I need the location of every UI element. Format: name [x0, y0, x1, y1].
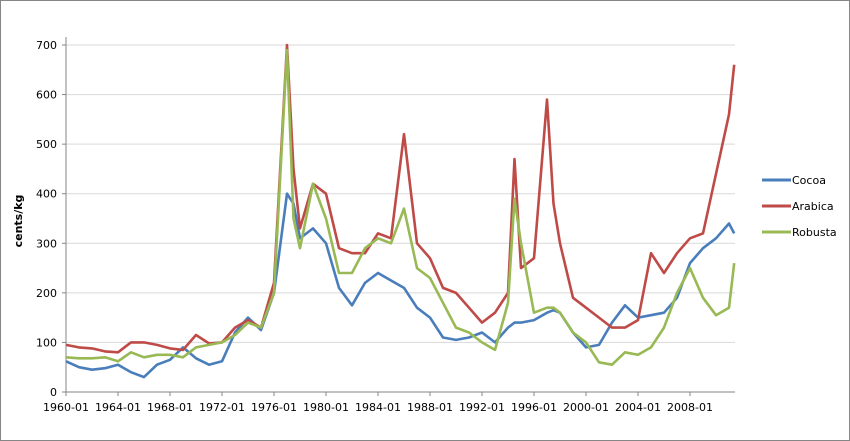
legend-label-arabica: Arabica [792, 200, 834, 213]
legend-item-arabica: Arabica [762, 200, 834, 213]
x-tick-label: 2008-01 [667, 401, 713, 414]
x-tick-label: 1992-01 [459, 401, 505, 414]
x-tick-label: 1996-01 [511, 401, 557, 414]
legend-item-robusta: Robusta [762, 226, 837, 239]
y-axis-tick-labels: 0 100 200 300 400 500 600 700 [36, 39, 57, 399]
y-tick-label: 200 [36, 287, 57, 300]
gridlines [62, 44, 735, 393]
x-tick-label: 1968-01 [147, 401, 193, 414]
y-tick-label: 0 [50, 386, 57, 399]
series-lines [65, 43, 736, 379]
y-tick-label: 400 [36, 188, 57, 201]
series-line-robusta [65, 48, 736, 367]
x-tick-label: 1976-01 [251, 401, 297, 414]
y-tick-label: 100 [36, 336, 57, 349]
y-tick-label: 600 [36, 89, 57, 102]
x-axis-tick-labels: 1960-01 1964-01 1968-01 1972-01 1976-01 1980-… [43, 401, 713, 414]
x-tick-label: 1988-01 [407, 401, 453, 414]
x-tick-label: 1984-01 [355, 401, 401, 414]
x-tick-label: 2000-01 [563, 401, 609, 414]
x-tick-label: 1980-01 [303, 401, 349, 414]
y-axis-title: cents/kg [12, 195, 25, 248]
x-tick-label: 2004-01 [615, 401, 661, 414]
legend-item-cocoa: Cocoa [762, 174, 826, 187]
x-tick-label: 1972-01 [199, 401, 245, 414]
y-tick-label: 300 [36, 237, 57, 250]
x-tick-label: 1964-01 [95, 401, 141, 414]
x-tick-label: 1960-01 [43, 401, 89, 414]
legend-label-robusta: Robusta [792, 226, 837, 239]
legend-label-cocoa: Cocoa [792, 174, 826, 187]
y-tick-label: 500 [36, 138, 57, 151]
legend: Cocoa Arabica Robusta [762, 174, 837, 239]
series-line-arabica [65, 43, 736, 354]
y-tick-label: 700 [36, 39, 57, 52]
axes [65, 37, 735, 396]
